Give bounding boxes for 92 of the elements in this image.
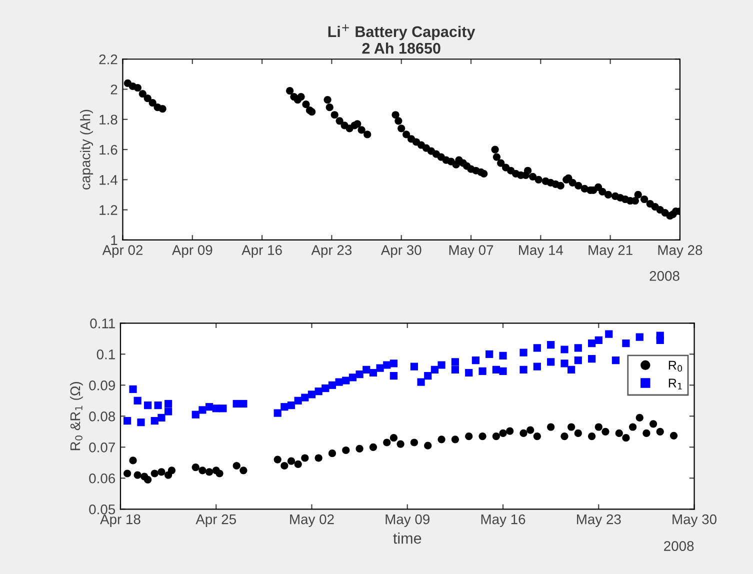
point	[150, 470, 158, 478]
x-tick-label: May 28	[658, 245, 702, 258]
x-tick-label: Apr 18	[100, 514, 140, 527]
y-tick-label: 1.8	[100, 114, 118, 125]
point	[232, 462, 240, 470]
y-tick-label: 0.11	[90, 318, 115, 328]
point	[636, 414, 644, 422]
point	[287, 457, 296, 465]
point	[465, 432, 473, 440]
point	[342, 446, 350, 454]
point	[478, 432, 486, 440]
y-tick-label: 2.2	[99, 54, 118, 64]
point	[424, 442, 432, 450]
point	[301, 454, 309, 462]
point	[438, 436, 446, 444]
point	[520, 429, 528, 437]
x-axis-title: time	[393, 532, 422, 544]
point	[588, 432, 596, 440]
point	[568, 423, 576, 431]
point	[492, 432, 500, 440]
point	[533, 432, 541, 440]
point	[560, 432, 568, 440]
point	[369, 443, 378, 451]
x-tick-label: Apr 23	[311, 245, 352, 258]
point	[134, 471, 142, 479]
point	[649, 420, 658, 428]
y-axis-title: R$_{0}$ &R$_{1}$ (Ω)	[70, 382, 83, 450]
point	[328, 450, 336, 458]
y-tick-label: 0.07	[89, 442, 115, 452]
x-tick-label: Apr 30	[380, 245, 422, 258]
point	[670, 432, 678, 440]
y-tick-label: 1.4	[100, 175, 118, 185]
point	[192, 463, 200, 472]
chart-subtitle: 2 Ah 18650	[362, 42, 440, 54]
x-tick-label: Apr 16	[242, 245, 282, 258]
point	[574, 429, 582, 437]
point	[506, 427, 514, 435]
point	[240, 466, 248, 474]
x-tick-label: Apr 02	[102, 245, 143, 258]
x-tick-label: May 14	[519, 245, 564, 258]
point	[129, 456, 137, 464]
point	[526, 426, 534, 434]
point	[198, 466, 206, 474]
x-tick-label: Apr 09	[172, 245, 212, 258]
point	[628, 423, 637, 431]
y-tick-label: 1	[111, 235, 118, 245]
text: 2008	[650, 271, 680, 281]
x-tick-label: May 16	[481, 514, 526, 527]
point	[499, 429, 507, 437]
point	[294, 460, 302, 468]
point	[144, 476, 152, 484]
x-tick-label: May 02	[290, 514, 334, 527]
point	[602, 428, 610, 436]
point	[642, 429, 650, 437]
point	[356, 444, 364, 452]
point	[594, 423, 602, 431]
point	[451, 436, 459, 444]
y-tick-label: 2	[110, 84, 118, 94]
y-tick-label: 1.2	[100, 205, 118, 215]
x-tick-label: May 30	[672, 514, 716, 527]
y-tick-label: 0.09	[89, 380, 115, 390]
legend-label: R$_{0}$	[668, 360, 682, 372]
legend-label: R$_{1}$	[668, 378, 682, 390]
x-tick-label: May 21	[588, 245, 632, 258]
x-tick-label: May 23	[577, 514, 621, 527]
point	[396, 440, 404, 448]
point	[390, 434, 398, 442]
point	[124, 470, 132, 478]
y-tick-label: 0.08	[89, 411, 116, 422]
point	[168, 466, 176, 474]
y-tick-label: 0.06	[89, 473, 116, 484]
x-tick-label: Apr 25	[196, 514, 236, 527]
point	[216, 470, 224, 478]
point	[615, 429, 623, 437]
point	[314, 454, 322, 462]
point	[383, 438, 391, 446]
point	[656, 428, 664, 436]
x-tick-label: May 07	[449, 245, 494, 258]
y-tick-label: 0.05	[89, 504, 116, 514]
point	[547, 423, 555, 431]
x-tick-label: May 09	[386, 514, 430, 527]
point	[280, 462, 288, 470]
y-tick-label: 0.1	[96, 349, 115, 360]
point	[410, 438, 418, 446]
chart-title: Li$^{+}$ Battery Capacity	[328, 24, 476, 40]
point	[158, 468, 166, 476]
point	[274, 456, 282, 464]
y-tick-label: 1.6	[100, 144, 118, 155]
point	[205, 468, 214, 476]
y-axis-title: capacity (Ah)	[80, 110, 94, 190]
point	[622, 434, 630, 442]
text: 2008	[664, 541, 694, 551]
